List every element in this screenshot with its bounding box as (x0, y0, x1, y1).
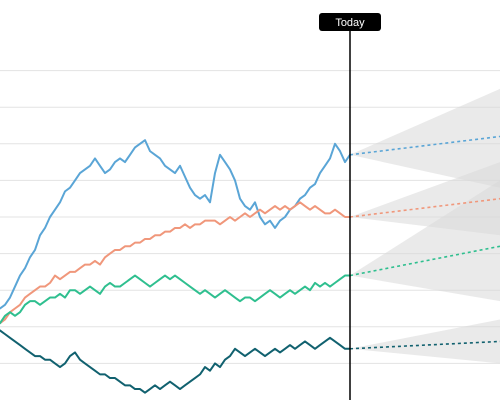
series-line-1 (0, 201, 351, 325)
forecast-bands (350, 88, 500, 364)
forecast-band-2 (350, 180, 500, 302)
forecast-line-2 (349, 245, 500, 277)
series-line-2 (0, 274, 351, 325)
forecast-band-3 (350, 319, 500, 364)
forecast-band-0 (350, 88, 500, 188)
today-label-background (319, 13, 381, 31)
today-label-text: Today (335, 17, 365, 29)
today-label: Today (319, 13, 381, 31)
series-lines (0, 139, 351, 394)
forecast-lines (349, 135, 500, 350)
forecast-line-0 (349, 135, 500, 156)
series-line-3 (0, 329, 351, 394)
forecast-line-1 (349, 197, 500, 218)
forecast-line-3 (349, 340, 500, 350)
series-line-0 (0, 139, 351, 310)
